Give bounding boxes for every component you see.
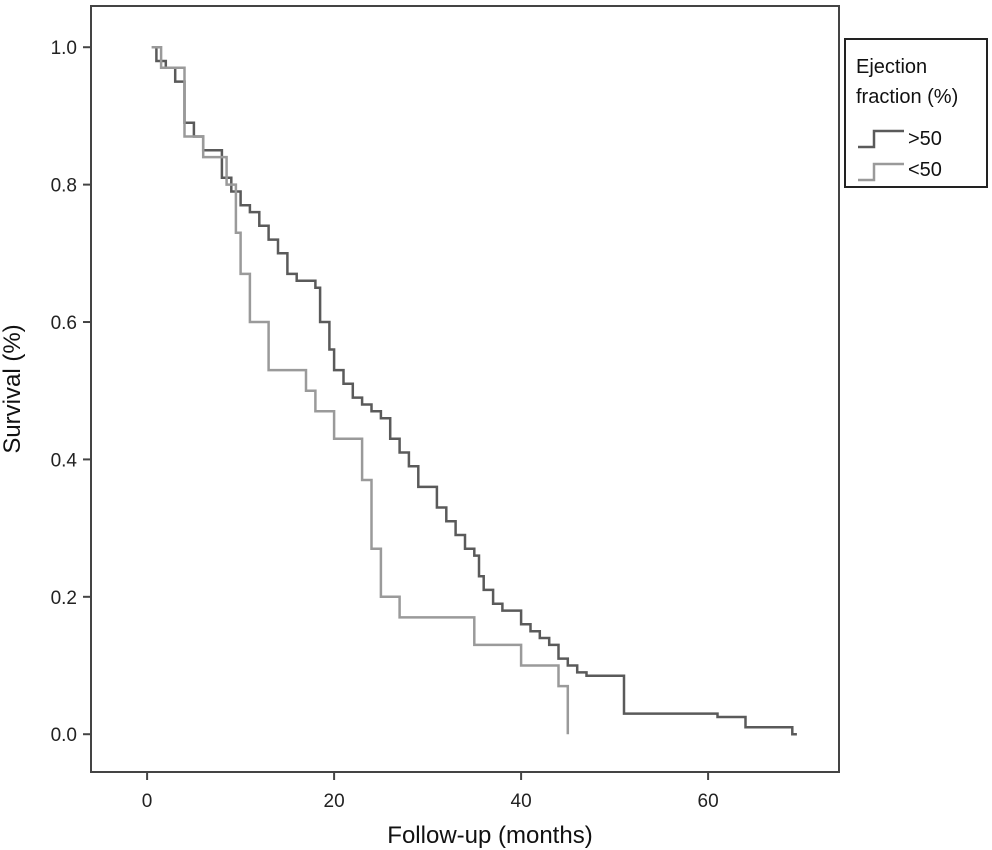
legend-box [844, 38, 988, 188]
plot-frame [90, 5, 840, 773]
legend-title-line-1: Ejection [856, 56, 927, 78]
y-tick-label: 1.0 [51, 38, 77, 59]
y-tick-label: 0.2 [51, 588, 77, 609]
y-tick-label: 0.8 [51, 176, 77, 197]
y-axis: 0.0 0.2 0.4 0.6 0.8 1.0 [51, 38, 91, 746]
x-tick-label: 20 [324, 791, 345, 812]
legend-swatch-gt50 [858, 129, 904, 149]
y-tick-label: 0.6 [51, 313, 77, 334]
y-axis-title: Survival (%) [0, 324, 26, 453]
y-tick-label: 0.4 [51, 450, 78, 471]
y-tick-label: 0.0 [51, 725, 77, 746]
legend-label-gt50: >50 [908, 128, 942, 150]
x-tick-label: 0 [142, 791, 153, 812]
x-tick-label: 40 [511, 791, 532, 812]
legend-swatch-lt50 [858, 162, 904, 182]
x-tick-label: 60 [698, 791, 719, 812]
survival-curve-lt50 [151, 45, 570, 735]
legend: Ejection fraction (%) >50 <50 [844, 38, 988, 188]
x-axis: 0 20 40 60 [142, 772, 719, 812]
x-axis-title: Follow-up (months) [387, 822, 592, 849]
series-layer [151, 45, 797, 736]
legend-label-lt50: <50 [908, 159, 942, 181]
legend-title-line-2: fraction (%) [856, 86, 958, 108]
